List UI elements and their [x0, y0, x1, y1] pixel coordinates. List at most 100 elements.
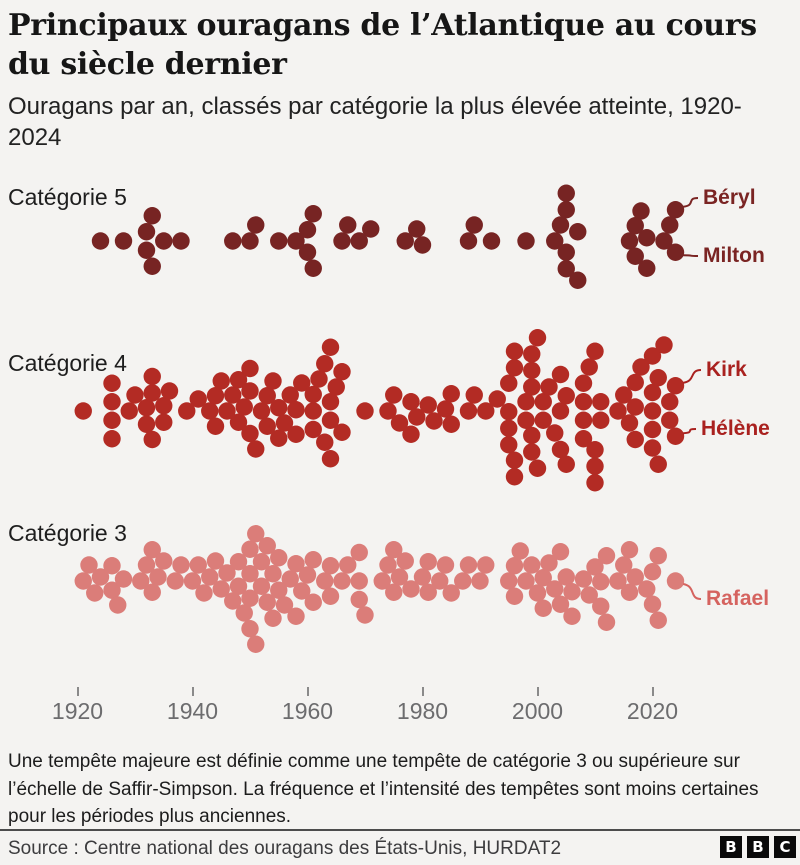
hurricane-dot: [500, 374, 518, 392]
hurricane-dot: [528, 584, 547, 602]
hurricane-dot: [592, 597, 610, 615]
hurricane-dot: [137, 415, 156, 433]
hurricane-dot: [586, 342, 604, 360]
hurricane-dot: [224, 232, 242, 250]
hurricane-dot: [580, 358, 598, 376]
hurricane-dot: [229, 553, 248, 571]
hurricane-dot: [649, 547, 667, 565]
hurricane-dot: [666, 427, 685, 445]
hurricane-dot: [350, 232, 368, 250]
hurricane-dot: [534, 569, 552, 587]
hurricane-dot: [620, 232, 639, 250]
hurricane-dot: [195, 584, 213, 602]
hurricane-dot: [620, 414, 639, 432]
hurricane-dot: [643, 347, 662, 365]
hurricane-dot: [551, 216, 570, 234]
hurricane-dot: [557, 201, 575, 219]
hurricane-dot: [425, 412, 443, 430]
hurricane-dot: [310, 370, 328, 388]
hurricane-dot: [408, 408, 426, 426]
hurricane-dot: [293, 374, 311, 392]
hurricane-dot: [551, 440, 570, 459]
hurricane-dot: [298, 243, 317, 261]
hurricane-dot: [247, 635, 265, 653]
hurricane-dot: [419, 553, 437, 571]
hurricane-dot: [465, 216, 483, 234]
hurricane-dot: [666, 377, 685, 395]
hurricane-dot: [103, 393, 121, 411]
hurricane-dot: [143, 257, 161, 275]
hurricane-dot: [316, 355, 334, 373]
hurricane-dot: [287, 425, 305, 443]
hurricane-dot: [592, 573, 610, 591]
hurricane-dot: [287, 232, 305, 250]
hurricane-dot: [241, 540, 259, 558]
hurricane-dot: [379, 402, 397, 420]
hurricane-dot: [505, 451, 524, 469]
hurricane-dot: [523, 443, 541, 461]
hurricane-dot: [643, 439, 662, 457]
hurricane-dot: [385, 541, 403, 559]
hurricane-dot: [316, 433, 334, 451]
hurricane-dot: [172, 232, 190, 250]
hurricane-dot: [528, 459, 547, 477]
hurricane-dot: [206, 552, 225, 570]
hurricane-dot: [505, 468, 524, 486]
annotation-kirk: Kirk: [706, 358, 747, 381]
hurricane-dot: [523, 345, 541, 363]
hurricane-dot: [155, 552, 173, 570]
hurricane-dot: [505, 587, 524, 605]
hurricane-dot: [632, 202, 650, 220]
hurricane-dot: [143, 430, 161, 449]
hurricane-dot: [281, 570, 299, 588]
axis-tick-label: 1920: [51, 698, 104, 724]
hurricane-dot: [356, 606, 374, 624]
hurricane-dot: [132, 572, 150, 590]
hurricane-dot: [442, 385, 460, 403]
hurricane-dot: [103, 581, 121, 599]
hurricane-dot: [293, 582, 311, 600]
hurricane-dot: [258, 537, 276, 555]
chart-subtitle: Ouragans par an, classés par catégorie l…: [8, 93, 742, 151]
hurricane-dot: [206, 387, 225, 405]
annotation-leader-line: [683, 197, 699, 208]
hurricane-dot: [471, 572, 489, 590]
annotation-leader-line: [682, 369, 702, 384]
hurricane-dot: [597, 547, 616, 565]
hurricane-dot: [643, 383, 662, 402]
hurricane-dot: [655, 232, 673, 250]
hurricane-dot: [258, 417, 276, 435]
hurricane-dot: [298, 566, 317, 584]
hurricane-dot: [241, 589, 259, 607]
hurricane-dot: [275, 596, 294, 614]
hurricane-dot: [638, 259, 656, 277]
hurricane-dot: [189, 390, 207, 408]
hurricane-dot: [517, 572, 535, 590]
hurricane-dot: [304, 205, 322, 223]
hurricane-dot: [459, 402, 478, 420]
hurricane-dot: [281, 386, 299, 404]
hurricane-dot: [316, 572, 334, 590]
hurricane-dot: [517, 411, 535, 429]
hurricane-dot: [643, 420, 662, 439]
hurricane-dot: [402, 425, 420, 443]
hurricane-dot: [149, 568, 167, 586]
hurricane-dot: [304, 420, 322, 439]
hurricane-dot: [339, 556, 357, 574]
hurricane-dot: [137, 241, 156, 259]
hurricane-dot: [91, 232, 110, 250]
axis-tick-label: 2000: [511, 698, 564, 724]
hurricane-dot: [442, 584, 460, 602]
hurricane-dot: [500, 403, 518, 421]
hurricane-dot: [419, 583, 437, 601]
hurricane-dot: [350, 572, 368, 590]
hurricane-dot: [103, 557, 121, 575]
hurricane-dot: [321, 450, 340, 468]
hurricane-dot: [304, 551, 322, 569]
hurricane-dot: [609, 572, 627, 590]
hurricane-dot: [632, 358, 650, 376]
hurricane-dot: [551, 595, 570, 613]
hurricane-dot: [235, 398, 253, 416]
axis-tick-mark: [76, 687, 79, 696]
axis-tick-mark: [191, 687, 194, 696]
